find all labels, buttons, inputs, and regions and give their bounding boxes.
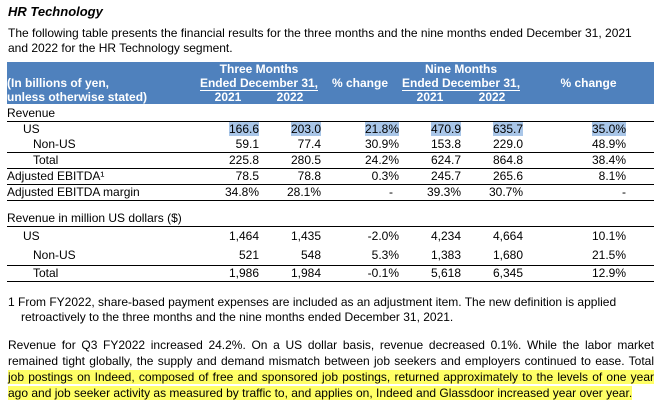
intro-paragraph: The following table presents the financi… xyxy=(8,26,632,55)
table-row: Total 225.8 280.5 24.2% 624.7 864.8 38.4… xyxy=(7,152,655,169)
table-row: US 1,464 1,435 -2.0% 4,234 4,664 10.1% xyxy=(7,226,655,246)
three-months-pct-header: % change xyxy=(321,76,400,90)
table-row: US 166.6 203.0 21.8% 470.9 635.7 35.0% xyxy=(7,121,655,137)
nine-months-ended: Ended December 31, xyxy=(401,76,521,91)
unit-label-1: (In billions of yen, xyxy=(7,76,197,90)
nine-months-header: Nine Months xyxy=(399,62,524,76)
financial-table: Three Months Nine Months (In billions of… xyxy=(7,62,655,282)
revenue-section-row: Revenue xyxy=(7,104,654,122)
header-row-1: Three Months Nine Months xyxy=(7,62,655,76)
unit-label-2: unless otherwise stated) xyxy=(7,90,197,104)
footnote: 1 From FY2022, share-based payment expen… xyxy=(8,295,654,325)
revenue-label: Revenue xyxy=(7,106,56,120)
three-months-ended: Ended December 31, xyxy=(199,76,319,91)
footnote-line-1: 1 From FY2022, share-based payment expen… xyxy=(8,295,617,309)
year-2021-three: 2021 xyxy=(197,90,259,104)
usd-label: Revenue in million US dollars ($) xyxy=(7,211,182,225)
table-row: Total 1,986 1,984 -0.1% 5,618 6,345 12.9… xyxy=(7,265,655,282)
table-row: Non-US 59.1 77.4 30.9% 153.8 229.0 48.9% xyxy=(33,137,627,151)
table-row: Non-US 521 548 5.3% 1,383 1,680 21.5% xyxy=(33,248,627,262)
footnote-line-2: retroactively to the three months and th… xyxy=(21,310,454,324)
nine-months-pct-header: % change xyxy=(523,76,655,90)
summary-plain-text: Revenue for Q3 FY2022 increased 24.2%. O… xyxy=(8,338,654,368)
section-title: HR Technology xyxy=(8,4,103,19)
summary-highlighted-text: job postings on Indeed, composed of free… xyxy=(8,370,654,400)
year-2022-nine: 2022 xyxy=(461,90,524,104)
unit-spacer xyxy=(7,62,197,76)
year-2022-three: 2022 xyxy=(259,90,322,104)
year-2021-nine: 2021 xyxy=(399,90,462,104)
table-row: Adjusted EBITDA¹ 78.5 78.8 0.3% 245.7 26… xyxy=(7,168,655,185)
three-months-header: Three Months xyxy=(197,62,322,76)
usd-section-row: Revenue in million US dollars ($) xyxy=(7,211,654,227)
header-row-2: (In billions of yen, Ended December 31, … xyxy=(7,76,655,91)
summary-paragraph: Revenue for Q3 FY2022 increased 24.2%. O… xyxy=(8,337,654,401)
table-row: Adjusted EBITDA margin 34.8% 28.1% - 39.… xyxy=(7,184,655,201)
header-row-3: unless otherwise stated) 2021 2022 2021 … xyxy=(7,90,655,104)
